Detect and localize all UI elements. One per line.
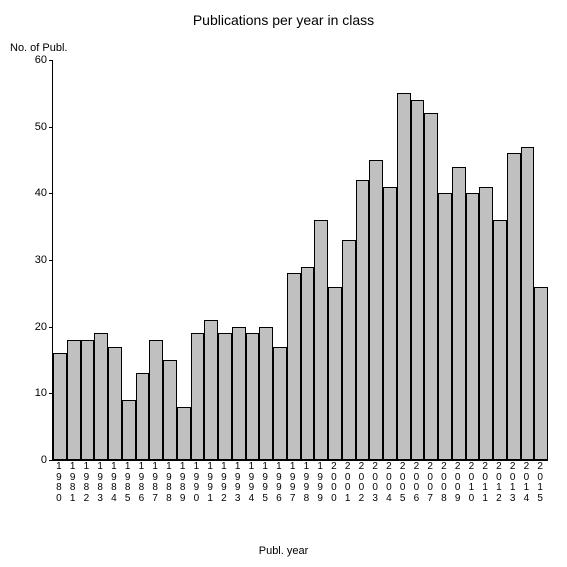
- bar: [328, 287, 342, 460]
- x-tick-label: 2004: [385, 462, 393, 504]
- bar: [287, 273, 301, 460]
- plot-area: [52, 60, 548, 461]
- bar: [218, 333, 232, 460]
- bar: [424, 113, 438, 460]
- x-tick-label: 1988: [165, 462, 173, 504]
- bar: [191, 333, 205, 460]
- bar: [452, 167, 466, 460]
- bar: [493, 220, 507, 460]
- x-tick-label: 1980: [55, 462, 63, 504]
- x-axis-label: Publ. year: [0, 545, 567, 557]
- x-tick-label: 2008: [440, 462, 448, 504]
- y-tick-label: 50: [17, 121, 47, 133]
- x-tick-label: 1982: [82, 462, 90, 504]
- y-tick-label: 0: [17, 454, 47, 466]
- x-tick-label: 1992: [220, 462, 228, 504]
- x-tick-label: 1997: [289, 462, 297, 504]
- bar: [259, 327, 273, 460]
- bar: [53, 353, 67, 460]
- bar: [356, 180, 370, 460]
- bar: [67, 340, 81, 460]
- x-tick-label: 1984: [110, 462, 118, 504]
- x-tick-label: 1999: [316, 462, 324, 504]
- x-tick-label: 1990: [192, 462, 200, 504]
- x-tick-label: 1981: [69, 462, 77, 504]
- bar: [411, 100, 425, 460]
- x-tick-label: 2000: [330, 462, 338, 504]
- bar: [232, 327, 246, 460]
- y-tick-mark: [49, 260, 53, 261]
- y-tick-mark: [49, 193, 53, 194]
- x-tick-label: 2014: [522, 462, 530, 504]
- x-tick-label: 1996: [275, 462, 283, 504]
- bar: [177, 407, 191, 460]
- bar: [149, 340, 163, 460]
- x-tick-label: 1993: [234, 462, 242, 504]
- chart-container: Publications per year in class No. of Pu…: [0, 0, 567, 567]
- y-axis-label: No. of Publ.: [10, 42, 67, 54]
- y-tick-mark: [49, 127, 53, 128]
- x-tick-label: 2005: [399, 462, 407, 504]
- bar: [246, 333, 260, 460]
- x-tick-label: 2007: [426, 462, 434, 504]
- bar: [466, 193, 480, 460]
- bar: [122, 400, 136, 460]
- x-tick-label: 1983: [96, 462, 104, 504]
- bar: [507, 153, 521, 460]
- bar: [136, 373, 150, 460]
- bar: [342, 240, 356, 460]
- bar: [397, 93, 411, 460]
- y-tick-mark: [49, 327, 53, 328]
- y-tick-mark: [49, 460, 53, 461]
- x-tick-label: 2002: [357, 462, 365, 504]
- bar: [479, 187, 493, 460]
- bar: [163, 360, 177, 460]
- x-tick-label: 2015: [536, 462, 544, 504]
- y-tick-label: 60: [17, 54, 47, 66]
- x-tick-label: 1989: [179, 462, 187, 504]
- bar: [273, 347, 287, 460]
- bar: [94, 333, 108, 460]
- x-tick-label: 1998: [302, 462, 310, 504]
- bar: [301, 267, 315, 460]
- x-tick-label: 1987: [151, 462, 159, 504]
- y-tick-mark: [49, 60, 53, 61]
- bar: [369, 160, 383, 460]
- x-tick-label: 2003: [371, 462, 379, 504]
- bar: [383, 187, 397, 460]
- x-tick-label: 1991: [206, 462, 214, 504]
- x-tick-label: 2011: [481, 462, 489, 504]
- y-tick-label: 10: [17, 387, 47, 399]
- bar: [108, 347, 122, 460]
- x-tick-label: 2006: [412, 462, 420, 504]
- x-tick-label: 1986: [137, 462, 145, 504]
- x-tick-label: 1995: [261, 462, 269, 504]
- bar: [314, 220, 328, 460]
- y-tick-label: 30: [17, 254, 47, 266]
- chart-title: Publications per year in class: [0, 12, 567, 28]
- bar: [521, 147, 535, 460]
- x-tick-label: 2009: [454, 462, 462, 504]
- x-tick-label: 1985: [124, 462, 132, 504]
- x-tick-label: 2012: [495, 462, 503, 504]
- x-tick-label: 2013: [509, 462, 517, 504]
- bar: [81, 340, 95, 460]
- x-tick-label: 2010: [467, 462, 475, 504]
- x-tick-label: 1994: [247, 462, 255, 504]
- y-tick-label: 20: [17, 321, 47, 333]
- bar: [438, 193, 452, 460]
- bar: [204, 320, 218, 460]
- y-tick-label: 40: [17, 187, 47, 199]
- bar: [534, 287, 548, 460]
- x-tick-label: 2001: [344, 462, 352, 504]
